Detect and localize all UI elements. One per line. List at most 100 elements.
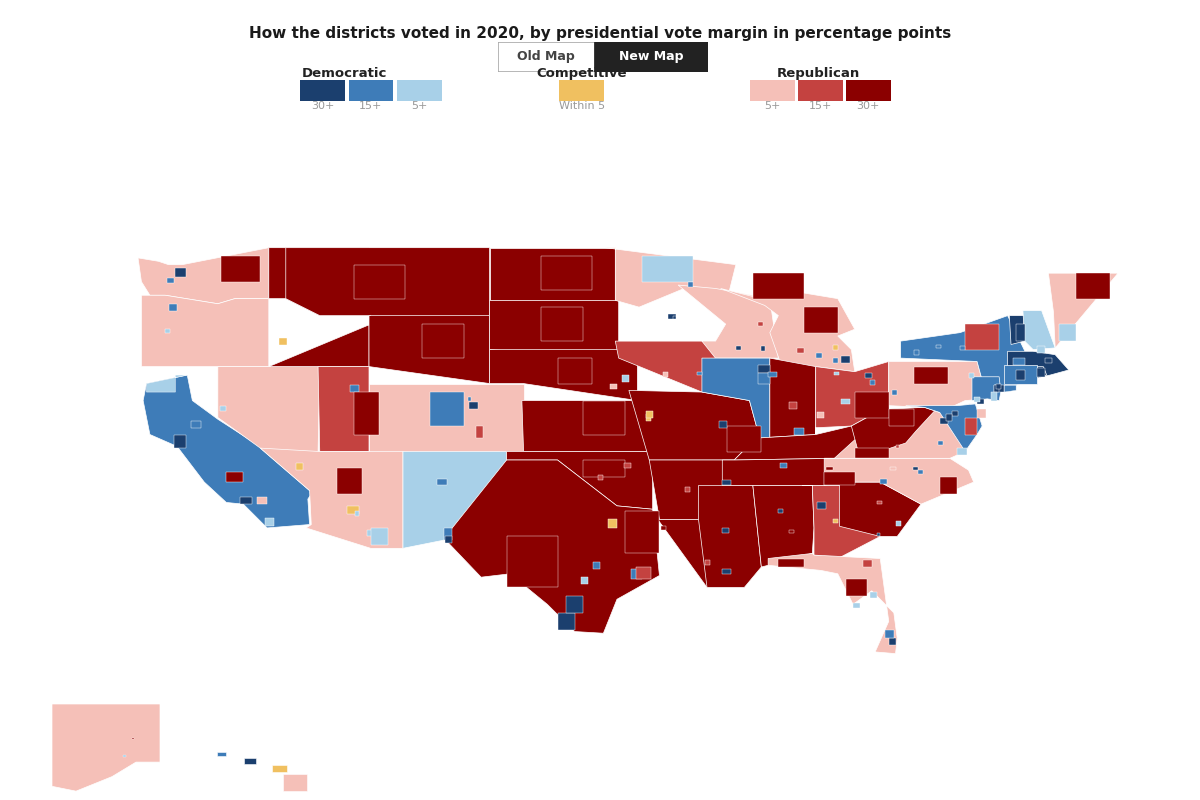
Text: 5+: 5+	[764, 102, 780, 111]
Polygon shape	[629, 390, 760, 460]
Polygon shape	[918, 470, 923, 474]
Polygon shape	[354, 392, 379, 434]
Polygon shape	[146, 375, 187, 392]
Polygon shape	[780, 463, 787, 469]
Polygon shape	[124, 755, 126, 758]
Polygon shape	[558, 358, 592, 383]
Polygon shape	[437, 478, 448, 486]
Polygon shape	[854, 448, 889, 458]
Polygon shape	[1037, 368, 1045, 377]
Polygon shape	[758, 322, 763, 326]
Polygon shape	[583, 401, 625, 434]
Polygon shape	[956, 448, 967, 455]
Polygon shape	[1049, 273, 1118, 348]
Polygon shape	[952, 410, 959, 416]
Polygon shape	[220, 406, 227, 410]
Polygon shape	[889, 409, 914, 426]
Polygon shape	[1016, 324, 1025, 341]
Polygon shape	[841, 356, 850, 363]
Polygon shape	[689, 282, 694, 286]
Polygon shape	[912, 466, 918, 470]
Polygon shape	[833, 519, 838, 523]
Polygon shape	[722, 528, 730, 533]
Polygon shape	[991, 392, 997, 401]
Polygon shape	[430, 392, 464, 426]
Polygon shape	[968, 374, 973, 378]
Polygon shape	[895, 445, 899, 448]
Polygon shape	[761, 346, 764, 351]
Polygon shape	[218, 366, 319, 490]
Polygon shape	[877, 501, 882, 504]
Polygon shape	[760, 358, 816, 445]
Polygon shape	[583, 460, 625, 477]
Polygon shape	[851, 406, 936, 451]
Polygon shape	[445, 537, 452, 543]
Polygon shape	[662, 372, 668, 377]
Polygon shape	[960, 346, 965, 350]
Text: Competitive: Competitive	[536, 67, 626, 80]
Polygon shape	[977, 409, 985, 418]
Polygon shape	[938, 442, 943, 445]
Polygon shape	[593, 562, 600, 569]
Polygon shape	[278, 338, 288, 345]
Polygon shape	[940, 418, 948, 424]
Bar	[750, 80, 794, 101]
Polygon shape	[1045, 358, 1051, 363]
Polygon shape	[286, 248, 490, 324]
Text: 5+: 5+	[410, 102, 427, 111]
Polygon shape	[833, 358, 838, 363]
Polygon shape	[889, 362, 988, 413]
Polygon shape	[649, 460, 734, 519]
Polygon shape	[622, 375, 629, 382]
Polygon shape	[706, 560, 710, 566]
Polygon shape	[824, 407, 977, 458]
Polygon shape	[996, 383, 1001, 389]
Text: 30+: 30+	[311, 102, 335, 111]
Polygon shape	[138, 248, 269, 304]
Polygon shape	[260, 448, 403, 548]
Polygon shape	[370, 383, 523, 451]
Polygon shape	[886, 630, 894, 638]
Polygon shape	[167, 278, 174, 283]
Polygon shape	[826, 466, 833, 470]
Polygon shape	[1013, 358, 1025, 365]
Polygon shape	[972, 377, 1001, 401]
Polygon shape	[673, 316, 677, 319]
Polygon shape	[132, 738, 134, 739]
Polygon shape	[506, 451, 653, 510]
Polygon shape	[833, 345, 838, 350]
Polygon shape	[540, 307, 583, 341]
Polygon shape	[678, 285, 779, 358]
Polygon shape	[788, 402, 797, 409]
Polygon shape	[779, 558, 804, 567]
Polygon shape	[337, 469, 362, 494]
Polygon shape	[506, 537, 558, 587]
Text: 15+: 15+	[809, 102, 832, 111]
Polygon shape	[646, 414, 650, 421]
Polygon shape	[841, 399, 850, 404]
Polygon shape	[566, 596, 583, 613]
Polygon shape	[522, 401, 649, 451]
Polygon shape	[779, 510, 784, 513]
Bar	[846, 80, 890, 101]
Text: Within 5: Within 5	[559, 102, 605, 111]
Polygon shape	[846, 579, 866, 596]
Polygon shape	[599, 475, 604, 480]
Polygon shape	[540, 256, 592, 290]
Polygon shape	[727, 426, 761, 451]
Bar	[396, 80, 442, 101]
Polygon shape	[221, 256, 260, 282]
Polygon shape	[166, 330, 170, 333]
Bar	[595, 42, 708, 72]
Polygon shape	[468, 397, 470, 401]
Polygon shape	[840, 482, 922, 537]
Polygon shape	[367, 530, 376, 537]
Polygon shape	[661, 526, 666, 530]
Polygon shape	[444, 528, 452, 540]
Polygon shape	[318, 366, 370, 451]
Polygon shape	[403, 451, 506, 548]
Polygon shape	[881, 478, 887, 484]
Polygon shape	[870, 593, 877, 598]
Polygon shape	[421, 324, 464, 358]
Polygon shape	[370, 316, 490, 383]
